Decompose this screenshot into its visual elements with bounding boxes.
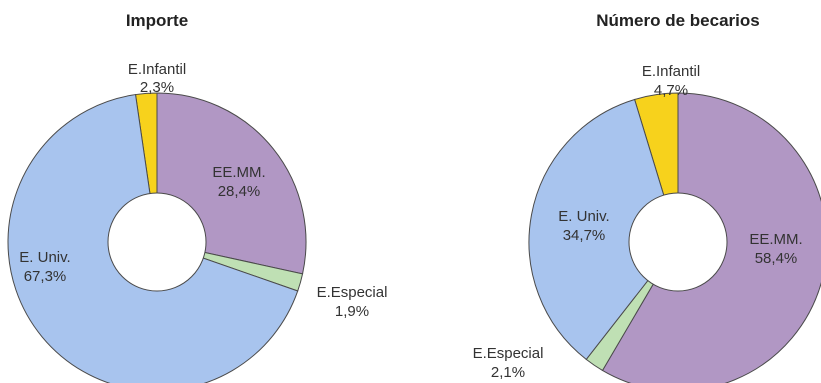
value-becarios-e-especial: 2,1% (491, 364, 525, 381)
label-becarios-e-univ: E. Univ. (558, 208, 609, 225)
value-becarios-e-univ: 34,7% (563, 227, 606, 244)
label-importe-ee-mm: EE.MM. (212, 164, 265, 181)
label-becarios-e-infantil: E.Infantil (642, 63, 700, 80)
label-importe-e-univ: E. Univ. (19, 249, 70, 266)
chart-numero-becarios: Número de becarios E.Infantil 4,7% EE.MM… (473, 11, 821, 383)
value-becarios-ee-mm: 58,4% (755, 250, 798, 267)
label-becarios-ee-mm: EE.MM. (749, 231, 802, 248)
value-importe-e-infantil: 2,3% (140, 79, 174, 96)
donut-hole-becarios (628, 192, 728, 292)
label-becarios-e-especial: E.Especial (473, 345, 544, 362)
donut-hole-importe (107, 192, 207, 292)
label-importe-e-infantil: E.Infantil (128, 61, 186, 78)
value-importe-e-especial: 1,9% (335, 303, 369, 320)
value-becarios-e-infantil: 4,7% (654, 82, 688, 99)
pie-slice-becarios-e-univ (528, 98, 679, 361)
value-importe-e-univ: 67,3% (24, 268, 67, 285)
value-importe-ee-mm: 28,4% (218, 183, 261, 200)
chart-title-becarios: Número de becarios (596, 11, 759, 30)
chart-title-importe: Importe (126, 11, 188, 30)
chart-importe: Importe E.Infantil 2,3% EE.MM. 28,4% E.E… (7, 11, 388, 383)
label-importe-e-especial: E.Especial (317, 284, 388, 301)
